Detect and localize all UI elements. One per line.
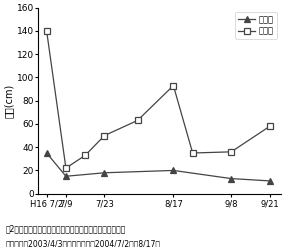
普通型 (172, 84, 175, 87)
Legend: 短稈型, 普通型: 短稈型, 普通型 (235, 12, 277, 39)
普通型 (191, 151, 194, 154)
普通型 (84, 154, 87, 157)
Line: 短稈型: 短稈型 (44, 150, 273, 184)
短稈型 (268, 179, 272, 182)
Text: 図2．短稈型と普通型チガヤの刈り払い後の草丈の推移．: 図2．短稈型と普通型チガヤの刈り払い後の草丈の推移． (6, 225, 126, 234)
普通型 (64, 167, 68, 170)
普通型 (268, 125, 272, 128)
普通型 (103, 134, 106, 137)
短稈型 (103, 171, 106, 174)
短稈型 (45, 151, 48, 154)
短稈型 (229, 177, 233, 180)
普通型 (45, 29, 48, 32)
普通型 (229, 150, 233, 153)
Line: 普通型: 普通型 (44, 28, 273, 171)
普通型 (136, 119, 139, 122)
短稈型 (64, 175, 68, 178)
短稈型 (172, 169, 175, 172)
Text: （移植日：2003/4/3、刈り払い日：2004/7/2、㠗8/17）: （移植日：2003/4/3、刈り払い日：2004/7/2、㠗8/17） (6, 240, 161, 247)
Y-axis label: 草丈(cm): 草丈(cm) (4, 83, 14, 118)
